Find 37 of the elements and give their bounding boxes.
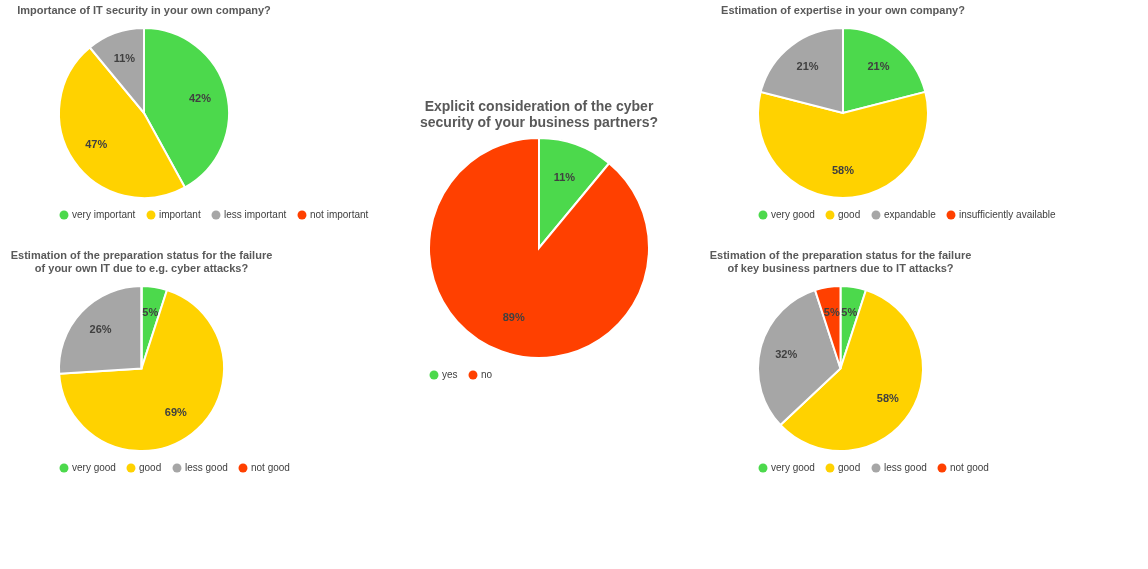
legend-label: less important xyxy=(224,209,287,220)
data-label: 69% xyxy=(164,405,188,418)
data-label: 26% xyxy=(89,323,112,336)
legend-label: very good xyxy=(72,462,116,473)
pie-slice xyxy=(58,289,225,452)
legend-label: good xyxy=(139,462,162,473)
chart-title: Estimation of the preparation status for the failure of your own IT due to e.g. cyber attacks? xyxy=(10,249,273,274)
legend-label: not good xyxy=(950,462,989,473)
chart-title: Importance of IT security in your own company? xyxy=(17,4,272,16)
data-label: 58% xyxy=(876,391,900,404)
legend-label: important xyxy=(159,209,201,220)
legend-label: no xyxy=(481,369,493,380)
legend-label: very good xyxy=(771,462,815,473)
legend-label: not good xyxy=(251,462,290,473)
chart-title: Estimation of expertise in your own company? xyxy=(721,4,966,16)
legend-label: good xyxy=(838,462,861,473)
data-label: 32% xyxy=(775,347,798,360)
legend-label: good xyxy=(838,209,861,220)
data-label: 11% xyxy=(553,170,576,183)
pie-slice xyxy=(428,137,650,359)
legend-label: expandable xyxy=(884,209,937,220)
legend-label: very important xyxy=(72,209,136,220)
data-label: 58% xyxy=(831,163,855,176)
chart-title: Explicit consideration of the cyber security of your business partners? xyxy=(419,98,659,130)
legend-label: not important xyxy=(310,209,369,220)
chart-title: Estimation of the preparation status for the failure of key business partners due to IT attacks? xyxy=(709,249,972,274)
legend-label: less good xyxy=(185,462,228,473)
legend-label: insufficiently available xyxy=(959,209,1056,220)
data-label: 47% xyxy=(85,138,108,151)
legend-label: yes xyxy=(442,369,458,380)
data-label: 42% xyxy=(188,91,212,104)
data-label: 11% xyxy=(113,51,136,64)
data-label: 89% xyxy=(502,311,525,324)
legend-label: very good xyxy=(771,209,815,220)
data-label: 21% xyxy=(796,60,819,73)
legend-label: less good xyxy=(884,462,927,473)
data-label: 21% xyxy=(867,60,890,73)
